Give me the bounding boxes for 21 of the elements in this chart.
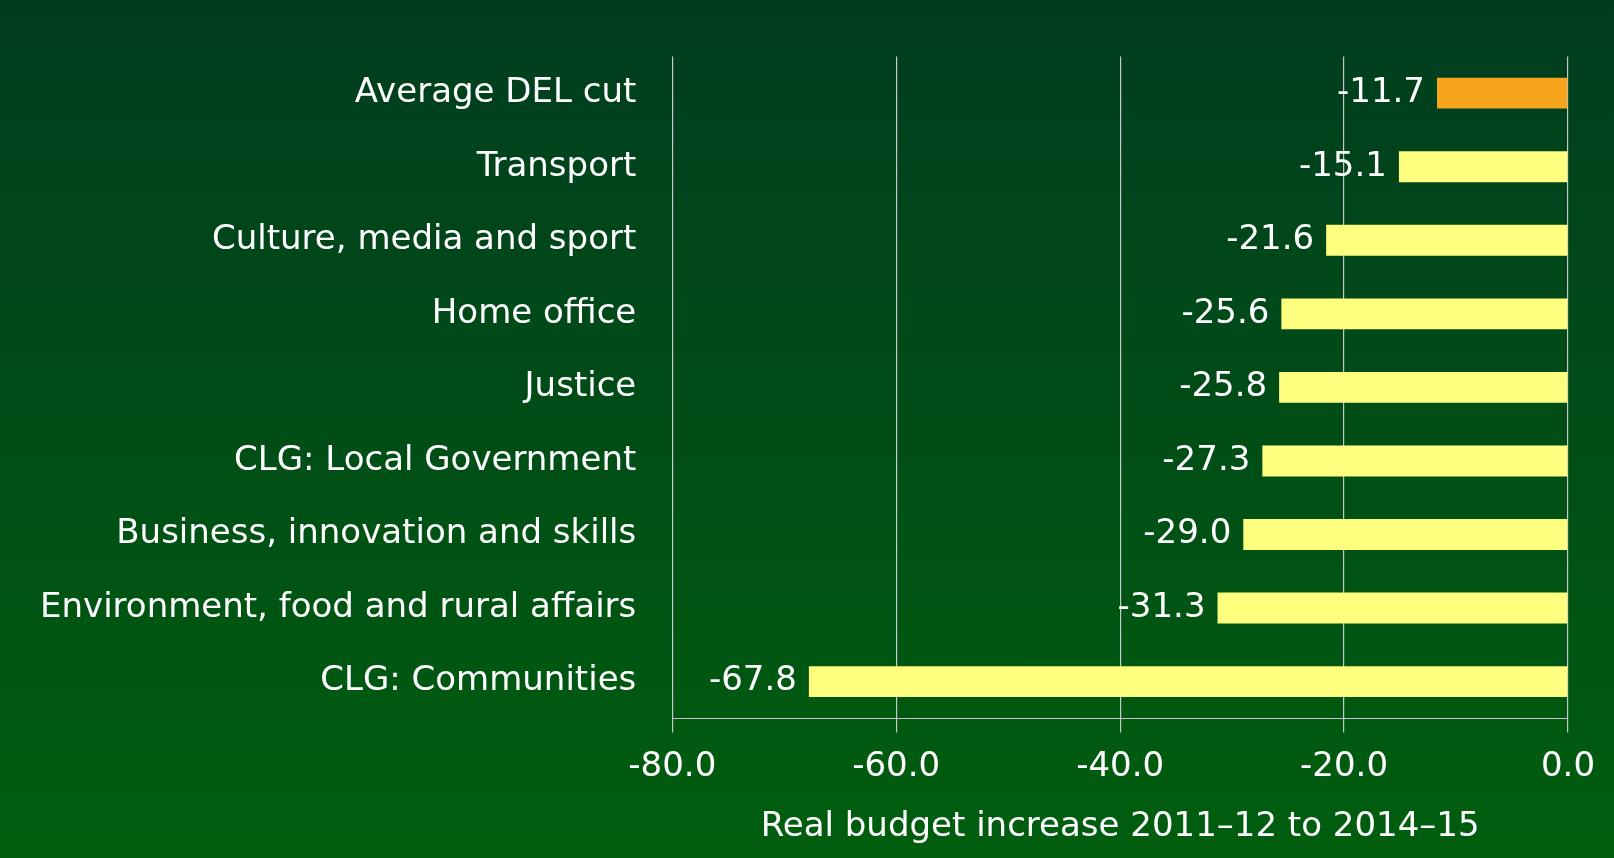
x-tick-label: -80.0 — [628, 743, 717, 784]
x-axis-title: Real budget increase 2011–12 to 2014–15 — [760, 804, 1480, 845]
y-tick-label: Home office — [431, 290, 637, 331]
data-label: -27.3 — [1162, 437, 1251, 478]
data-label: -25.8 — [1179, 364, 1268, 405]
data-label: -25.6 — [1181, 290, 1270, 331]
y-tick-label: CLG: Communities — [320, 658, 637, 699]
y-tick-label: CLG: Local Government — [234, 437, 637, 478]
data-label: -29.0 — [1143, 511, 1232, 552]
y-tick-label: Culture, media and sport — [212, 217, 637, 258]
data-label: -67.8 — [708, 658, 797, 699]
data-label: -21.6 — [1226, 217, 1315, 258]
x-tick-label: -20.0 — [1300, 743, 1389, 784]
x-tick-label: -60.0 — [852, 743, 941, 784]
x-tick-label: 0.0 — [1540, 743, 1596, 784]
y-tick-label: Business, innovation and skills — [116, 511, 637, 552]
y-tick-label: Transport — [475, 143, 637, 184]
y-tick-label: Environment, food and rural affairs — [40, 584, 637, 625]
y-tick-label: Average DEL cut — [354, 70, 637, 111]
x-tick-label: -40.0 — [1076, 743, 1165, 784]
y-tick-label: Justice — [522, 364, 637, 405]
